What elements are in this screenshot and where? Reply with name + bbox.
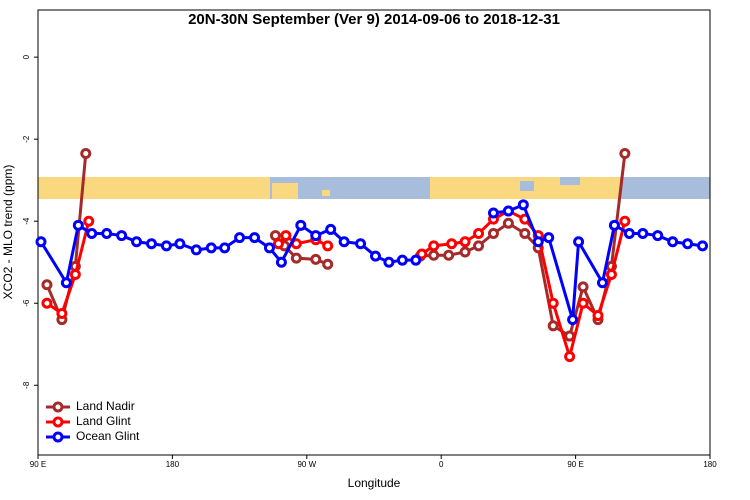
map-strip [38, 177, 710, 199]
data-point [272, 238, 284, 250]
data-point [325, 223, 337, 235]
x-axis-label: Longitude [348, 476, 401, 490]
x-tick-label: 90 E [30, 460, 46, 469]
data-point [410, 254, 422, 266]
data-point [502, 205, 514, 217]
data-point [219, 242, 231, 254]
data-point [564, 351, 576, 363]
data-point [249, 232, 261, 244]
data-point [190, 244, 202, 256]
data-point [263, 242, 275, 254]
y-axis-label: XCO2 - MLO trend (ppm) [1, 165, 15, 300]
data-point [174, 238, 186, 250]
legend-marker [52, 431, 64, 443]
data-point [145, 238, 157, 250]
data-point [697, 240, 709, 252]
legend-marker [52, 416, 64, 428]
legend-label: Land Nadir [76, 399, 135, 413]
legend-marker [52, 401, 64, 413]
data-point [396, 254, 408, 266]
data-point [86, 228, 98, 240]
y-tick-label: -8 [22, 381, 31, 389]
data-point [83, 215, 95, 227]
data-point [160, 240, 172, 252]
data-point [519, 228, 531, 240]
data-point [116, 230, 128, 242]
data-point [428, 240, 440, 252]
x-tick-label: 180 [703, 460, 717, 469]
data-point [547, 297, 559, 309]
y-tick-label: -2 [22, 135, 31, 143]
data-point [502, 217, 514, 229]
data-point [517, 199, 529, 211]
x-tick-label: 90 W [297, 460, 316, 469]
data-point [573, 236, 585, 248]
data-point [295, 219, 307, 231]
data-point [205, 242, 217, 254]
data-point [355, 238, 367, 250]
data-point [459, 246, 471, 258]
data-point [131, 236, 143, 248]
data-point [596, 277, 608, 289]
x-tick-label: 90 E [567, 460, 583, 469]
data-point [577, 297, 589, 309]
plot-frame [37, 9, 711, 456]
data-point [547, 320, 559, 332]
x-tick-label: 180 [166, 460, 180, 469]
data-point [383, 256, 395, 268]
data-point [322, 240, 334, 252]
chart-title: 20N-30N September (Ver 9) 2014-09-06 to … [188, 11, 560, 28]
data-point [369, 250, 381, 262]
data-point [592, 310, 604, 322]
data-point [564, 330, 576, 342]
y-tick-label: 0 [22, 54, 31, 59]
data-point [637, 228, 649, 240]
y-tick-label: -4 [22, 217, 31, 225]
x-tick-label: 0 [439, 460, 444, 469]
data-point [473, 228, 485, 240]
data-point [80, 148, 92, 160]
data-point [567, 314, 579, 326]
y-tick-label: -6 [22, 299, 31, 307]
data-point [667, 236, 679, 248]
data-point [487, 207, 499, 219]
data-point [416, 248, 428, 260]
data-point [619, 215, 631, 227]
data-point [487, 228, 499, 240]
data-point [605, 269, 617, 281]
legend-label: Land Glint [76, 414, 131, 428]
data-point [619, 148, 631, 160]
data-point [41, 279, 53, 291]
data-point [338, 236, 350, 248]
data-point [623, 228, 635, 240]
data-point [310, 253, 322, 265]
data-point [56, 308, 68, 320]
data-point [69, 269, 81, 281]
data-point [577, 281, 589, 293]
data-point [41, 297, 53, 309]
data-point [473, 240, 485, 252]
data-point [234, 232, 246, 244]
data-point [459, 236, 471, 248]
legend-label: Ocean Glint [76, 429, 140, 443]
data-point [322, 258, 334, 270]
data-point [446, 238, 458, 250]
data-point [543, 232, 555, 244]
data-point [443, 249, 455, 261]
data-point [101, 228, 113, 240]
data-point [290, 252, 302, 264]
data-point [428, 249, 440, 261]
data-point [532, 236, 544, 248]
data-point [682, 238, 694, 250]
data-point [652, 230, 664, 242]
data-point [72, 219, 84, 231]
data-point [60, 277, 72, 289]
data-point [35, 236, 47, 248]
data-point [608, 219, 620, 231]
data-point [310, 230, 322, 242]
data-point [280, 230, 292, 242]
data-point [275, 256, 287, 268]
